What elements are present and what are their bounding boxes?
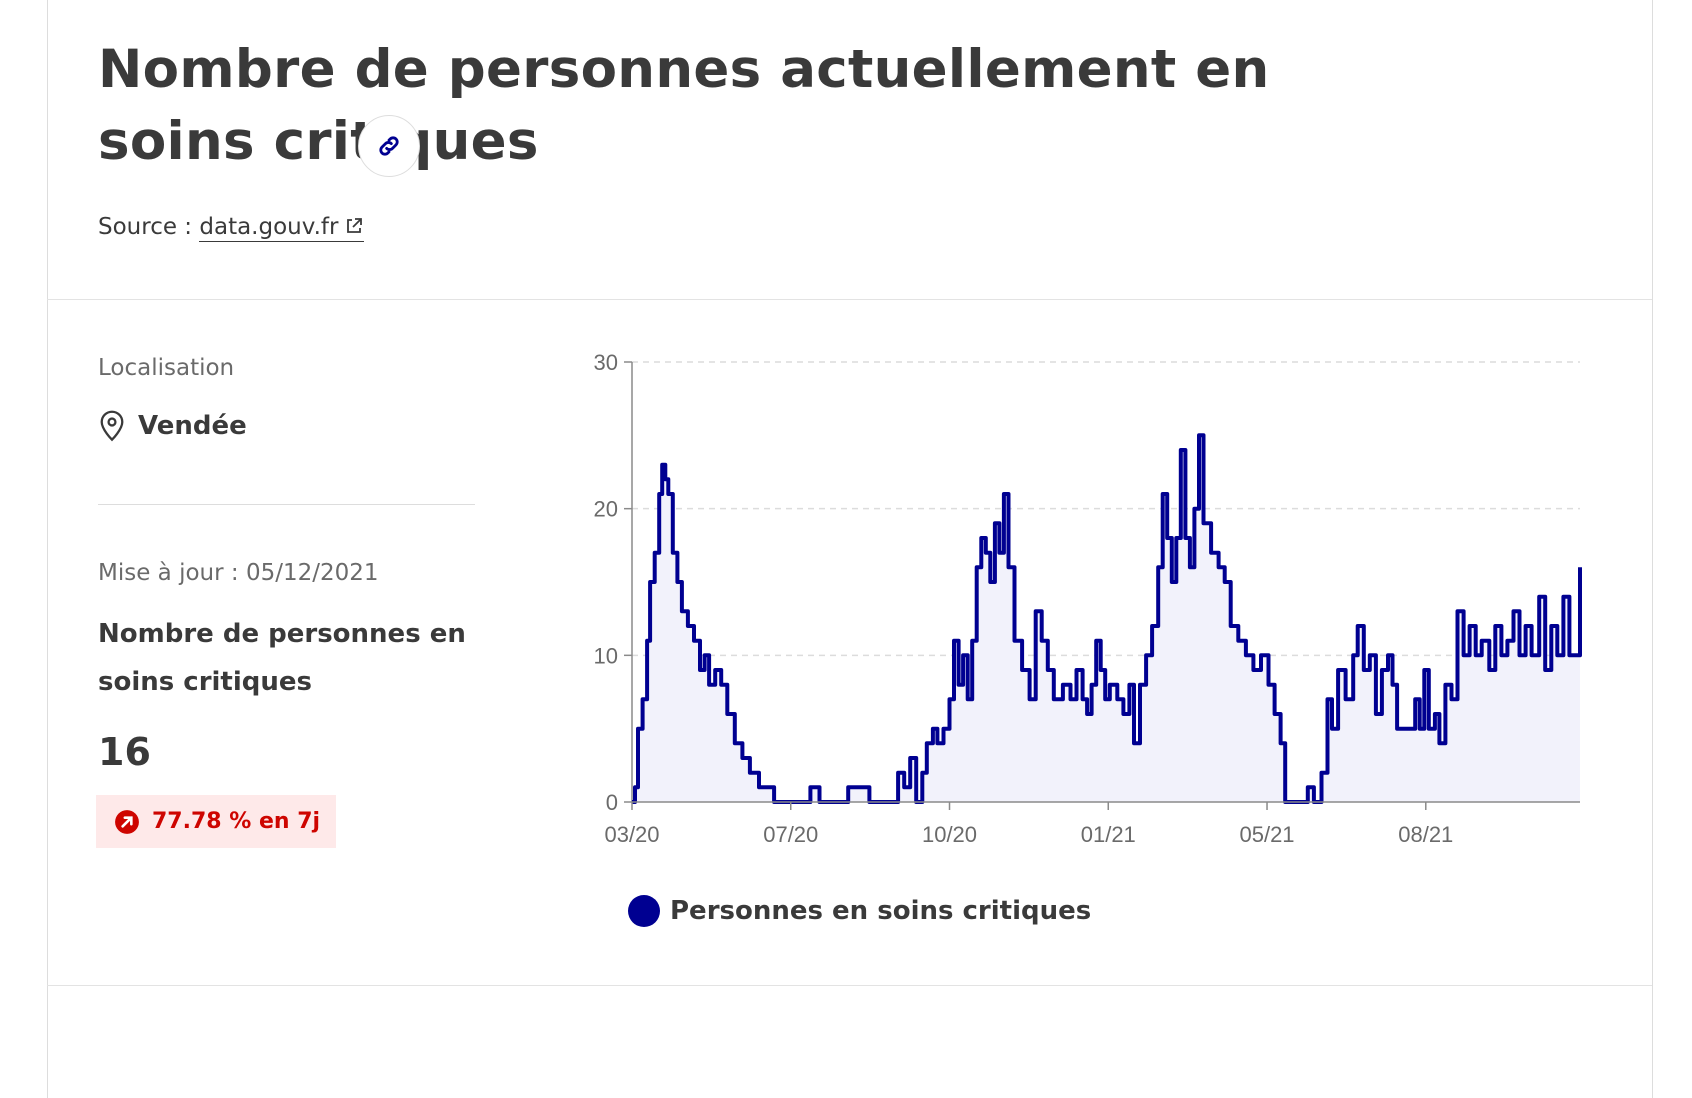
localisation-selector[interactable]: Vendée bbox=[98, 410, 247, 442]
source-link-label: data.gouv.fr bbox=[199, 214, 339, 240]
x-tick-label: 10/20 bbox=[922, 822, 977, 847]
localisation-label: Localisation bbox=[98, 355, 235, 381]
x-tick-label: 01/21 bbox=[1081, 822, 1136, 847]
y-tick-label: 30 bbox=[594, 350, 618, 375]
chart-legend[interactable]: Personnes en soins critiques bbox=[628, 895, 1091, 927]
card-divider bbox=[47, 299, 1652, 300]
page-title: Nombre de personnes actuellement en soin… bbox=[98, 34, 1438, 178]
page-title-text: Nombre de personnes actuellement en soin… bbox=[98, 39, 1270, 172]
link-icon bbox=[375, 132, 403, 160]
y-tick-label: 10 bbox=[594, 643, 618, 668]
series-area bbox=[632, 435, 1580, 802]
copy-link-button[interactable] bbox=[358, 115, 420, 177]
critical-care-chart: 0 10 20 30 03/20 07/20 10/20 01/21 05/21 08/21 bbox=[594, 350, 1582, 847]
source-link[interactable]: data.gouv.fr bbox=[199, 214, 365, 242]
kpi-label: Nombre de personnes en soins critiques bbox=[98, 619, 466, 697]
external-link-icon bbox=[344, 216, 364, 242]
side-divider bbox=[98, 504, 475, 505]
indicator-card bbox=[47, 0, 1653, 1098]
arrow-up-right-circle-icon bbox=[114, 809, 140, 835]
legend-label: Personnes en soins critiques bbox=[670, 896, 1092, 926]
kpi-value: 16 bbox=[98, 730, 151, 774]
update-date: Mise à jour : 05/12/2021 bbox=[98, 560, 379, 586]
source-prefix: Source : bbox=[98, 214, 193, 240]
x-tick-label: 03/20 bbox=[604, 822, 659, 847]
x-tick-label: 05/21 bbox=[1239, 822, 1294, 847]
card-bottom-divider bbox=[47, 985, 1652, 986]
map-pin-icon bbox=[98, 410, 126, 442]
trend-badge: 77.78 % en 7j bbox=[96, 795, 337, 848]
x-tick-label: 07/20 bbox=[763, 822, 818, 847]
y-tick-label: 20 bbox=[594, 497, 618, 522]
source-line: Source : data.gouv.fr bbox=[98, 214, 365, 242]
legend-swatch bbox=[628, 895, 660, 927]
series-line bbox=[632, 433, 1582, 804]
x-tick-label: 08/21 bbox=[1398, 822, 1453, 847]
localisation-value: Vendée bbox=[138, 411, 247, 441]
trend-text: 77.78 % en 7j bbox=[152, 809, 321, 834]
y-tick-label: 0 bbox=[606, 790, 618, 815]
